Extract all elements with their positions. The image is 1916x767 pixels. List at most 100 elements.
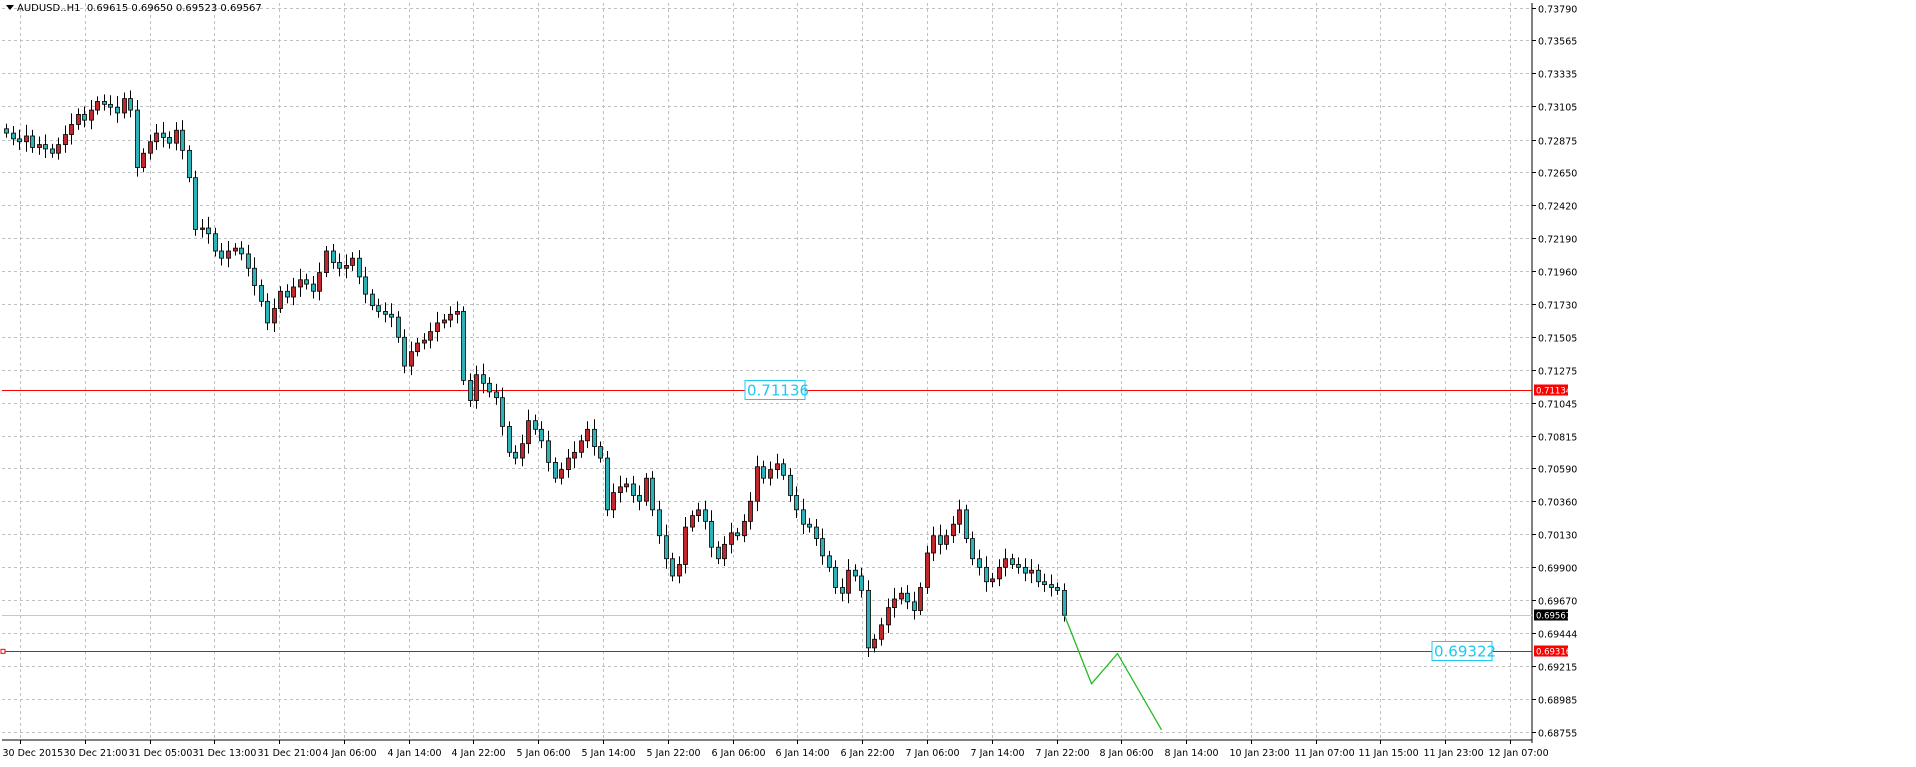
candle <box>670 552 675 582</box>
candle <box>304 273 309 290</box>
candle-body <box>794 495 799 511</box>
price-tags: 0.71134 0.69316 0.69567 <box>1534 384 1571 658</box>
candle <box>76 108 81 130</box>
candle-body <box>428 331 433 341</box>
candle <box>1055 582 1060 595</box>
candle-body <box>246 253 251 269</box>
candle-body <box>259 285 264 302</box>
candle-body <box>500 397 505 427</box>
candle-body <box>409 351 414 367</box>
x-tick-label: 8 Jan 14:00 <box>1165 748 1219 759</box>
level-anchor-marker[interactable] <box>0 648 6 654</box>
candle <box>468 373 473 407</box>
candle <box>174 122 179 151</box>
y-tick-label: 0.70360 <box>1538 498 1577 509</box>
candle-body <box>1029 569 1034 574</box>
level-value-box[interactable] <box>744 380 806 400</box>
candle <box>722 536 727 566</box>
projection-line[interactable] <box>1063 614 1163 731</box>
candle <box>624 477 629 493</box>
candle-body <box>539 428 544 442</box>
candle <box>944 529 949 550</box>
candle <box>350 252 355 271</box>
candle <box>820 528 825 565</box>
candle <box>788 468 793 502</box>
candle-body <box>350 257 355 266</box>
candle <box>840 578 845 602</box>
candle-body <box>291 286 296 298</box>
candle <box>925 545 930 594</box>
candle-body <box>448 313 453 321</box>
candle <box>82 106 87 128</box>
candle <box>11 126 16 146</box>
candle-body <box>566 457 571 470</box>
candle <box>481 363 486 394</box>
candle-body <box>748 500 753 522</box>
symbol-name: AUDUSD..H1 <box>17 3 81 14</box>
candle-body <box>17 138 22 143</box>
candle <box>331 243 336 269</box>
candle-body <box>957 509 962 525</box>
candle <box>128 90 133 118</box>
candle-body <box>1062 589 1067 616</box>
candle <box>252 257 257 296</box>
projection-path[interactable] <box>1063 614 1163 731</box>
candle <box>193 170 198 236</box>
candle-body <box>122 98 127 114</box>
y-tick-label: 0.72875 <box>1538 137 1577 148</box>
candle-body <box>233 247 238 252</box>
candle <box>43 134 48 158</box>
candle-body <box>768 469 773 479</box>
candle-body <box>964 509 969 539</box>
candle-body <box>108 103 113 108</box>
candle-body <box>735 532 740 537</box>
candle <box>30 129 35 153</box>
candle <box>265 293 270 331</box>
y-tick-label: 0.68755 <box>1538 729 1577 740</box>
candle <box>89 100 94 130</box>
candle <box>650 471 655 517</box>
x-tick-label: 7 Jan 06:00 <box>906 748 960 759</box>
candle <box>716 541 721 565</box>
candle <box>122 92 127 119</box>
candle <box>187 145 192 183</box>
candle <box>50 143 55 158</box>
chevron-down-icon[interactable] <box>6 5 14 10</box>
y-tick-label: 0.70590 <box>1538 465 1577 476</box>
candle <box>141 148 146 173</box>
candle <box>337 253 342 277</box>
y-tick-label: 0.69900 <box>1538 564 1577 575</box>
y-tick-label: 0.71045 <box>1538 400 1577 411</box>
candle-body <box>357 257 362 278</box>
candle <box>357 250 362 285</box>
candle-body <box>579 440 584 453</box>
candle-body <box>931 535 936 554</box>
candle-body <box>487 382 492 393</box>
candle <box>259 279 264 307</box>
y-tick-label: 0.72190 <box>1538 235 1577 246</box>
candle-body <box>89 109 94 121</box>
candle <box>442 313 447 329</box>
level-value-box[interactable] <box>1431 641 1493 661</box>
candle-body <box>331 250 336 263</box>
candle <box>507 421 512 457</box>
candle-body <box>1003 558 1008 568</box>
candle-body <box>278 290 283 309</box>
candle <box>108 95 113 116</box>
current-price-tag-text: 0.69567 <box>1536 612 1571 622</box>
x-tick-label: 7 Jan 14:00 <box>971 748 1025 759</box>
candle <box>657 500 662 544</box>
y-tick-label: 0.72650 <box>1538 169 1577 180</box>
candle <box>579 434 584 458</box>
candle-body <box>703 509 708 522</box>
candle-body <box>788 474 793 496</box>
candle-body <box>853 569 858 577</box>
grid-lines <box>2 3 1532 740</box>
candle-body <box>709 520 714 548</box>
horizontal-levels[interactable]: 0.71136 0.69322 <box>0 380 1532 661</box>
candle <box>938 524 943 555</box>
candle <box>37 136 42 155</box>
